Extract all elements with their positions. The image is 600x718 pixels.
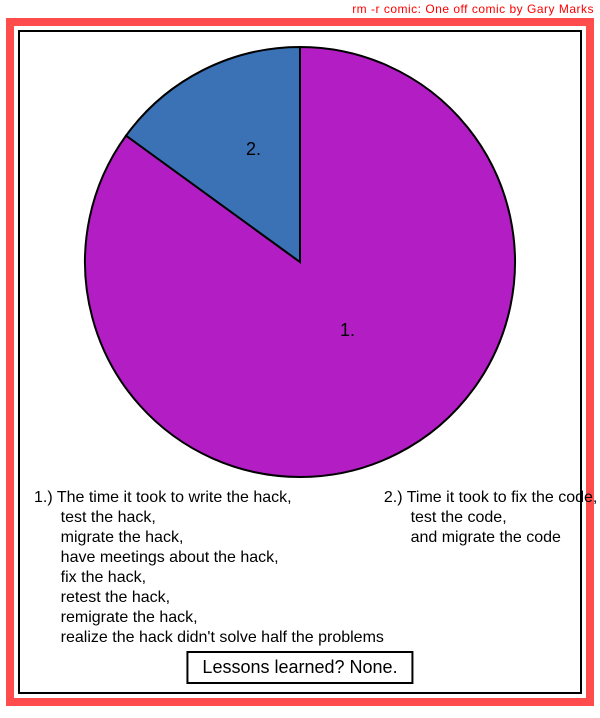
legend-item-2: 2.) Time it took to fix the code, test t… — [384, 488, 597, 648]
pie-chart: 1. 2. — [80, 42, 520, 482]
pie-slice-label-slice-2: 2. — [246, 139, 261, 160]
legend-item-1: 1.) The time it took to write the hack, … — [34, 488, 384, 648]
comic-outer-frame: 1. 2. 1.) The time it took to write the h… — [6, 18, 594, 706]
comic-inner-frame: 1. 2. 1.) The time it took to write the h… — [18, 30, 582, 694]
caption-box: Lessons learned? None. — [186, 651, 413, 684]
legend: 1.) The time it took to write the hack, … — [34, 488, 566, 648]
pie-svg — [80, 42, 520, 482]
pie-slice-label-slice-1: 1. — [340, 320, 355, 341]
attribution-text: rm -r comic: One off comic by Gary Marks — [0, 0, 600, 16]
